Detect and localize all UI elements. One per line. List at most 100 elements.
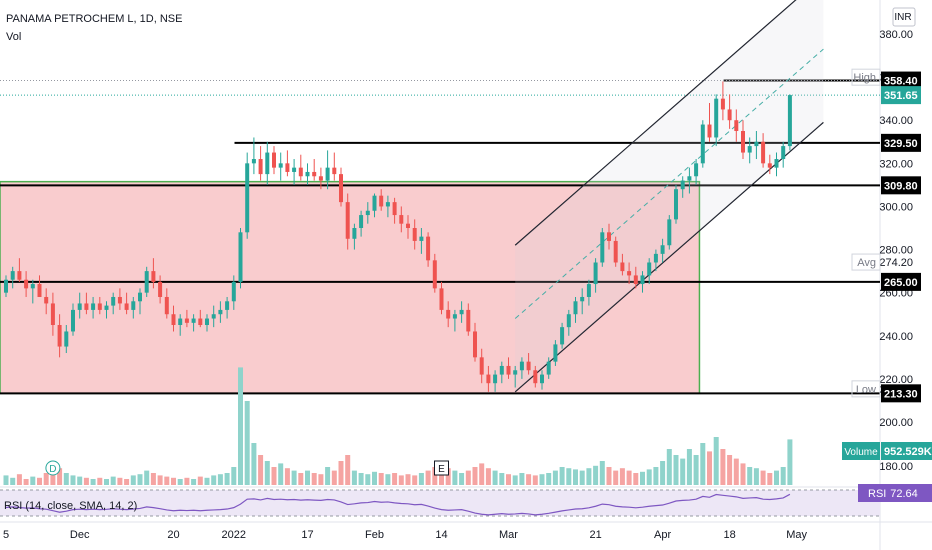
candle[interactable] [57,314,62,358]
candle[interactable] [653,249,658,272]
candle[interactable] [205,314,209,332]
candle[interactable] [10,266,15,289]
candle[interactable] [164,288,169,319]
candle[interactable] [305,163,310,185]
candle[interactable] [473,322,477,362]
candle[interactable] [727,94,732,129]
candle[interactable] [720,81,725,121]
candle[interactable] [84,292,89,315]
candle[interactable] [680,176,685,198]
candle[interactable] [627,262,632,285]
candle[interactable] [379,189,384,211]
candle[interactable] [787,94,792,151]
candle[interactable] [325,150,330,190]
candle[interactable] [767,154,772,175]
channel-lower-line[interactable] [514,121,824,393]
candle[interactable] [372,193,377,218]
candle[interactable] [774,152,779,177]
candle[interactable] [399,206,404,233]
candle[interactable] [151,258,156,289]
candle[interactable] [272,146,276,175]
candle[interactable] [540,370,544,390]
candle[interactable] [700,120,705,168]
candle[interactable] [231,275,236,310]
candle[interactable] [365,202,370,224]
candle[interactable] [4,275,8,297]
candle[interactable] [278,152,283,181]
candle[interactable] [560,322,565,349]
candle[interactable] [131,296,136,319]
candle[interactable] [694,159,699,185]
candle[interactable] [104,301,109,319]
candle[interactable] [198,309,203,328]
candle[interactable] [91,296,96,319]
candle[interactable] [613,236,618,267]
candle[interactable] [171,305,176,332]
candle[interactable] [519,357,524,379]
candle[interactable] [184,309,189,328]
candle[interactable] [419,228,424,254]
candle[interactable] [218,301,223,323]
candle[interactable] [493,370,498,392]
candle[interactable] [526,353,531,375]
candle[interactable] [687,167,692,194]
candle[interactable] [439,281,444,315]
candle[interactable] [426,232,431,267]
candle[interactable] [607,223,611,250]
candle[interactable] [352,223,357,250]
candle[interactable] [44,288,49,315]
candle[interactable] [761,133,766,168]
candle[interactable] [117,288,122,310]
candle[interactable] [754,131,759,160]
candle[interactable] [245,152,250,239]
candle[interactable] [144,266,149,297]
candle[interactable] [586,279,591,306]
candle[interactable] [318,167,323,190]
candle[interactable] [747,137,752,164]
candle[interactable] [466,303,471,336]
candle[interactable] [667,215,672,250]
candle[interactable] [111,292,116,315]
candle[interactable] [37,275,42,297]
candle[interactable] [71,303,75,336]
candle[interactable] [359,210,364,237]
candle[interactable] [593,258,598,293]
candle[interactable] [251,137,256,175]
candle[interactable] [312,159,317,181]
candle[interactable] [533,365,538,388]
candle[interactable] [647,258,652,285]
candle[interactable] [513,365,518,388]
candle[interactable] [546,357,551,379]
candle[interactable] [479,348,484,384]
candle[interactable] [24,271,29,297]
candle[interactable] [553,340,558,366]
candle[interactable] [97,296,102,315]
candle[interactable] [580,288,585,315]
candle[interactable] [17,258,22,282]
candle[interactable] [124,292,129,315]
candle[interactable] [674,184,678,224]
candle[interactable] [714,94,719,147]
candle[interactable] [432,253,437,293]
candle[interactable] [486,365,491,392]
candle[interactable] [640,271,645,293]
candle[interactable] [385,195,390,218]
candle[interactable] [707,102,712,142]
candle[interactable] [620,253,625,276]
candle[interactable] [211,305,216,328]
candle[interactable] [339,167,343,207]
candle[interactable] [332,152,337,181]
candle[interactable] [566,309,571,336]
candle[interactable] [158,275,163,304]
candle[interactable] [258,146,263,181]
candle[interactable] [600,228,605,267]
candle[interactable] [138,288,142,315]
candle[interactable] [734,109,739,142]
candle[interactable] [298,154,303,181]
candle[interactable] [660,238,665,263]
candle[interactable] [77,292,82,319]
candle[interactable] [781,141,786,168]
candle[interactable] [506,357,511,379]
candle[interactable] [459,301,464,323]
channel-upper-line[interactable] [514,0,823,246]
